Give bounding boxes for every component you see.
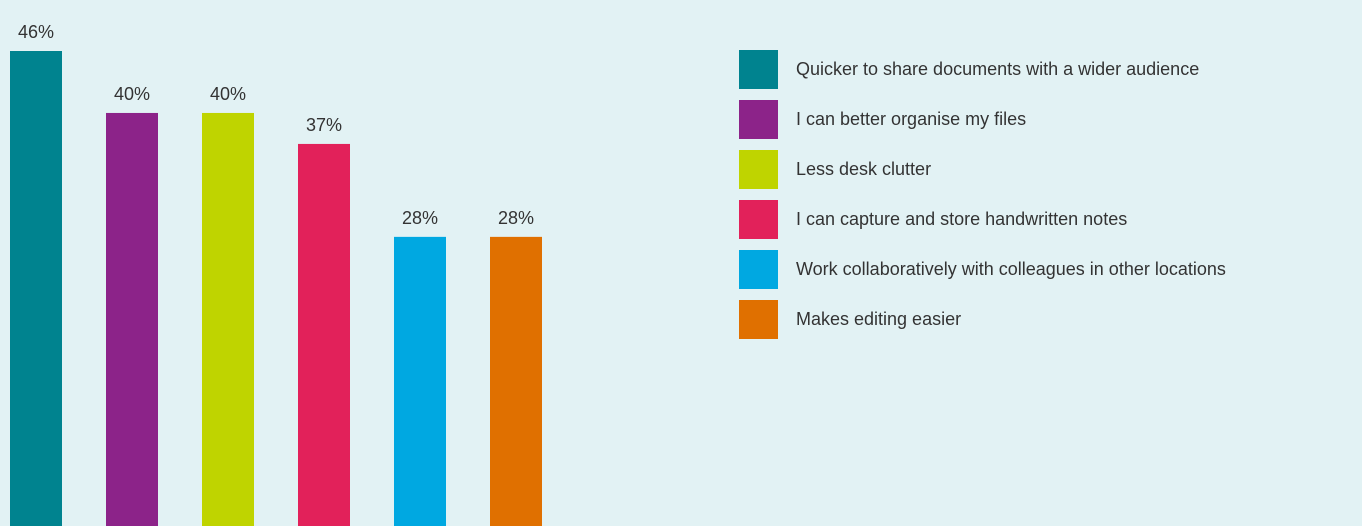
legend-swatch — [739, 49, 778, 89]
legend-item: Quicker to share documents with a wider … — [739, 49, 1359, 89]
legend-swatch — [739, 249, 778, 289]
bar-value-label: 37% — [306, 115, 342, 135]
bar-value-label: 40% — [210, 84, 246, 104]
legend-swatch — [739, 149, 778, 189]
bar-value-label: 28% — [498, 208, 534, 228]
bar — [490, 236, 542, 526]
legend-swatch — [739, 299, 778, 339]
legend-item: Work collaboratively with colleagues in … — [739, 249, 1359, 289]
bar — [298, 143, 350, 526]
legend-swatch — [739, 199, 778, 239]
legend-item: I can better organise my files — [739, 99, 1359, 139]
legend-swatch — [739, 99, 778, 139]
legend-item: Less desk clutter — [739, 149, 1359, 189]
legend-label: Less desk clutter — [796, 158, 932, 179]
bar — [10, 51, 62, 526]
legend-label: Quicker to share documents with a wider … — [796, 58, 1200, 79]
bar — [106, 112, 158, 526]
legend-item: Makes editing easier — [739, 299, 1359, 339]
bar-value-label: 40% — [114, 84, 150, 104]
bar-value-label: 28% — [402, 208, 438, 228]
legend-label: Work collaboratively with colleagues in … — [796, 258, 1226, 279]
legend-item: I can capture and store handwritten note… — [739, 199, 1359, 239]
legend-label: I can better organise my files — [796, 108, 1027, 129]
bar-value-label: 46% — [18, 22, 54, 42]
legend-label: Makes editing easier — [796, 308, 962, 329]
bar — [394, 236, 446, 526]
legend: Quicker to share documents with a wider … — [739, 49, 1359, 349]
legend-label: I can capture and store handwritten note… — [796, 208, 1128, 229]
bar — [202, 112, 254, 526]
